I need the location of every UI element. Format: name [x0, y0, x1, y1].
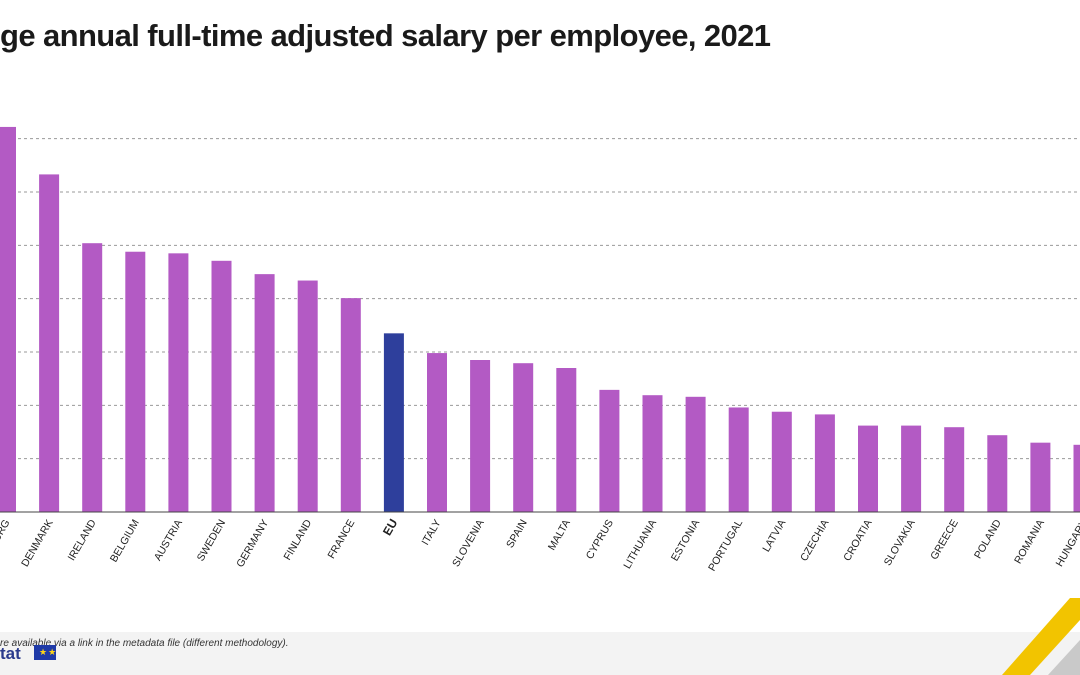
x-tick-label: SLOVAKIA: [882, 518, 918, 568]
x-tick-label: ESTONIA: [669, 518, 702, 564]
footer-bar: [0, 632, 1080, 675]
bar-greece: [944, 427, 965, 512]
x-tick-label: MALTA: [546, 518, 573, 553]
chart-title: ge annual full-time adjusted salary per …: [0, 18, 771, 53]
bar-austria: [168, 253, 189, 513]
bar-belgium: [125, 251, 146, 512]
x-tick-label: EU: [380, 517, 400, 538]
grey-triangle: [1048, 640, 1080, 675]
bar-latvia: [771, 411, 792, 512]
bar-finland: [297, 280, 318, 512]
bar-lithuania: [642, 395, 663, 512]
bar-spain: [513, 363, 534, 512]
bar-denmark: [39, 174, 60, 512]
x-tick-label: ITALY: [419, 518, 443, 548]
x-tick-label: CZECHIA: [798, 518, 831, 564]
x-tick-label: PORTUGAL: [706, 517, 745, 573]
bar-italy: [427, 353, 447, 512]
bar-croatia: [858, 425, 878, 512]
x-tick-label: HUNGARY: [1054, 518, 1080, 569]
x-tick-label: CROATIA: [841, 518, 874, 564]
brand-logo-text: tat: [0, 644, 21, 663]
x-tick-label: SLOVENIA: [450, 518, 487, 569]
bar-portugal: [728, 407, 749, 512]
yellow-chevron: [1002, 598, 1080, 675]
x-tick-label: DENMARK: [19, 518, 56, 569]
x-tick-label: URG: [0, 518, 13, 544]
x-tick-label: GREECE: [928, 518, 961, 562]
bar-poland: [987, 435, 1008, 512]
footnote: re available via a link in the metadata …: [0, 638, 289, 649]
x-tick-label: FRANCE: [325, 518, 357, 561]
bar-cyprus: [599, 389, 620, 512]
x-tick-label: IRELAND: [66, 517, 99, 563]
bar-hungary: [1073, 444, 1080, 512]
bar-chart: URG DENMARK IRELAND BELGIUM AUSTRIA SWEDEN GER…: [0, 126, 1080, 573]
x-tick-label: SPAIN: [504, 518, 530, 551]
x-tick-label: BELGIUM: [108, 518, 142, 565]
x-tick-label: LITHUANIA: [621, 518, 659, 571]
bar-slovenia: [470, 360, 491, 512]
x-tick-label: LATVIA: [760, 518, 788, 555]
bar-malta: [556, 368, 577, 512]
corner-decoration: [1002, 598, 1080, 675]
flag-stars: ★★: [39, 647, 58, 657]
eu-flag-icon: ★★: [34, 645, 56, 660]
bar-estonia: [685, 396, 706, 512]
bar-ireland: [82, 243, 103, 512]
bar-romania: [1030, 442, 1051, 512]
bar-czechia: [814, 414, 835, 512]
bar-germany: [254, 274, 275, 512]
x-tick-label: FINLAND: [281, 517, 314, 562]
x-tick-label: POLAND: [972, 517, 1004, 561]
x-tick-label: AUSTRIA: [152, 518, 185, 563]
x-tick-label: SWEDEN: [195, 518, 228, 564]
bar-luxembourg: [0, 126, 16, 512]
bar-sweden: [211, 260, 232, 512]
bar-france: [340, 298, 361, 512]
bar-eu: [383, 333, 404, 512]
x-tick-label: ROMANIA: [1012, 518, 1047, 566]
bar-slovakia: [901, 425, 922, 512]
x-tick-label: GERMANY: [234, 518, 271, 570]
x-tick-label: CYPRUS: [584, 518, 616, 562]
